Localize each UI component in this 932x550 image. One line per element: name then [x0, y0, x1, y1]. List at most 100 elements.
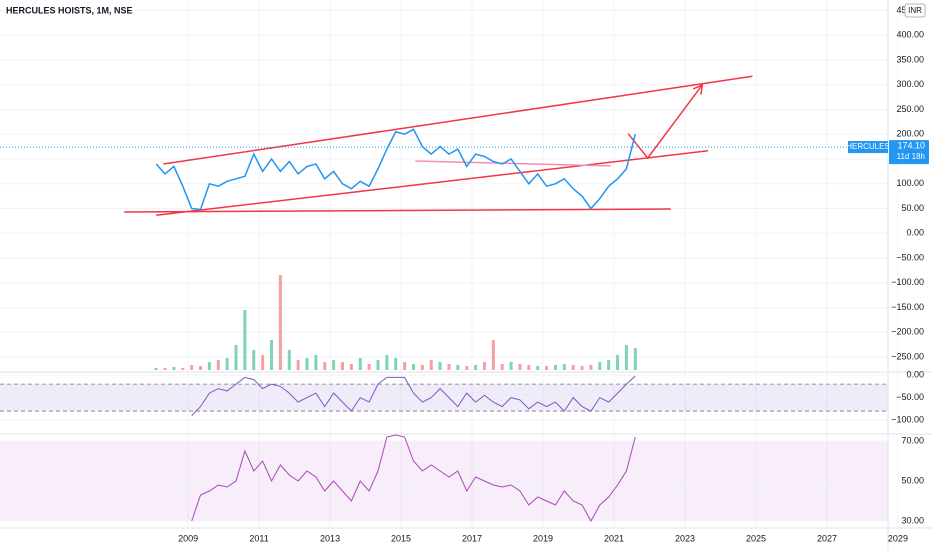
y-tick-label: −250.00 — [891, 352, 924, 362]
volume-bar — [438, 362, 442, 370]
y-tick-label: 250.00 — [896, 104, 924, 114]
trend-line — [124, 208, 671, 213]
volume-bar — [465, 366, 469, 370]
volume-bar — [429, 360, 433, 370]
volume-bar — [332, 360, 336, 370]
volume-bar — [616, 355, 620, 370]
volume-bar — [456, 365, 460, 370]
volume-bar — [376, 360, 380, 370]
y-tick-label: 350.00 — [896, 54, 924, 64]
volume-bar — [562, 364, 566, 370]
volume-bar — [385, 355, 389, 370]
volume-bar — [323, 362, 327, 370]
y-tick-label: 0.00 — [906, 228, 924, 238]
x-tick-label: 2011 — [249, 533, 268, 543]
indicator-line — [191, 375, 636, 416]
series-tag — [848, 141, 888, 154]
volume-bar — [509, 362, 513, 370]
volume-bar — [225, 358, 229, 370]
trend-line — [415, 160, 611, 167]
volume-bar — [296, 360, 300, 370]
volume-bar — [420, 365, 424, 370]
y-tick-label: 400.00 — [896, 30, 924, 40]
volume-bar — [349, 364, 353, 370]
volume-bar — [243, 310, 247, 370]
trend-line — [627, 86, 702, 160]
y-tick-label: 30.00 — [901, 515, 924, 525]
volume-bar — [447, 364, 451, 370]
volume-bar — [571, 365, 575, 370]
volume-bar — [278, 275, 282, 370]
y-tick-label: −200.00 — [891, 327, 924, 337]
volume-bar — [624, 345, 628, 370]
volume-bar — [394, 358, 398, 370]
countdown: 11d 18h — [897, 152, 925, 161]
x-tick-label: 2013 — [320, 533, 340, 543]
volume-bar — [358, 358, 362, 370]
x-tick-label: 2009 — [178, 533, 198, 543]
volume-bar — [607, 360, 611, 370]
volume-bar — [252, 350, 256, 370]
volume-bar — [216, 360, 220, 370]
y-tick-label: 50.00 — [901, 475, 924, 485]
x-tick-label: 2017 — [462, 533, 482, 543]
volume-bar — [518, 364, 522, 370]
volume-bar — [474, 365, 478, 370]
price-label: 174.10 — [897, 140, 925, 150]
volume-bar — [340, 362, 344, 370]
volume-bar — [536, 366, 540, 370]
volume-bar — [589, 365, 593, 370]
y-tick-label: −150.00 — [891, 302, 924, 312]
y-tick-label: −50.00 — [896, 252, 924, 262]
y-tick-label: 50.00 — [901, 203, 924, 213]
trend-line — [163, 75, 753, 165]
y-tick-label: 200.00 — [896, 129, 924, 139]
volume-bar — [580, 366, 584, 370]
volume-bar — [234, 345, 238, 370]
x-tick-label: 2029 — [888, 533, 908, 543]
volume-bar — [207, 362, 211, 370]
volume-bar — [598, 362, 602, 370]
x-tick-label: 2025 — [746, 533, 766, 543]
x-tick-label: 2023 — [675, 533, 695, 543]
price-tag — [889, 140, 929, 165]
volume-bar — [411, 364, 415, 370]
indicator-line — [191, 434, 636, 523]
volume-bar — [305, 358, 309, 370]
price-line — [155, 128, 637, 211]
currency-badge[interactable] — [904, 3, 926, 18]
volume-bar — [500, 364, 504, 370]
y-tick-label: 70.00 — [901, 435, 924, 445]
volume-bar — [314, 355, 318, 370]
y-tick-label: −100.00 — [891, 277, 924, 287]
volume-bar — [287, 350, 291, 370]
x-tick-label: 2027 — [817, 533, 837, 543]
x-tick-label: 2019 — [533, 533, 553, 543]
currency: INR — [908, 6, 922, 15]
volume-bar — [545, 366, 549, 370]
x-tick-label: 2015 — [391, 533, 411, 543]
volume-bar — [491, 340, 495, 370]
volume-bar — [154, 368, 158, 370]
volume-bar — [163, 368, 167, 370]
volume-bar — [172, 367, 176, 370]
y-tick-label: −100.00 — [891, 414, 924, 424]
volume-bar — [190, 365, 194, 370]
trend-line — [156, 150, 709, 216]
volume-bar — [633, 348, 637, 370]
y-tick-label: 300.00 — [896, 79, 924, 89]
volume-bar — [553, 365, 557, 370]
chart-title: HERCULES HOISTS, 1M, NSE — [6, 5, 133, 15]
x-tick-label: 2021 — [604, 533, 624, 543]
y-tick-label: 0.00 — [906, 370, 924, 380]
volume-bar — [199, 366, 203, 370]
volume-bar — [181, 368, 185, 370]
volume-bar — [482, 362, 486, 370]
volume-bar — [261, 355, 265, 370]
y-tick-label: −50.00 — [896, 392, 924, 402]
volume-bar — [527, 365, 531, 370]
volume-bar — [367, 364, 371, 370]
volume-bar — [270, 340, 274, 370]
